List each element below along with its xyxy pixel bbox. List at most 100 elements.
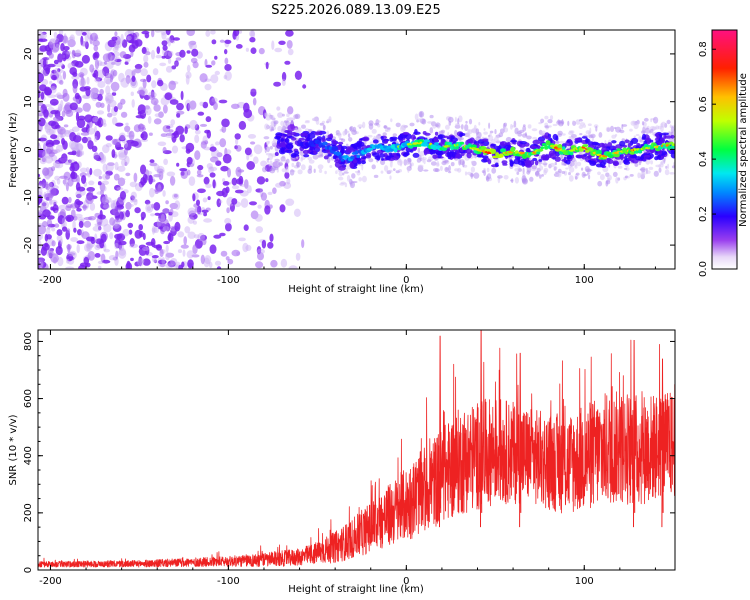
spectrogram-noise-blob — [244, 179, 249, 189]
spectrogram-halo-blob — [281, 125, 287, 132]
spectrogram-noise-blob — [120, 77, 130, 88]
spectrogram-noise-blob — [294, 70, 302, 81]
spectrogram-noise-blob — [49, 187, 57, 197]
spectrogram-noise-blob — [110, 55, 118, 63]
spectrogram-ridge-blob — [422, 131, 427, 135]
spectrogram-halo-blob — [305, 120, 310, 123]
spectrogram-noise-blob — [250, 30, 256, 39]
spectrogram-noise-blob — [113, 173, 120, 181]
spectrogram-ridge-blob — [589, 160, 597, 166]
snr-y-axis-label: SNR (10 * v/v) — [8, 414, 19, 485]
spectrogram-ridge-core — [585, 149, 590, 153]
spectrogram-halo-blob — [290, 121, 295, 125]
spectrogram-halo-blob — [450, 162, 455, 167]
spectrogram-halo-blob — [367, 134, 373, 138]
spectrogram-noise-blob — [184, 126, 188, 134]
spectrogram-halo-blob — [418, 110, 425, 118]
spectrogram-noise-blob — [63, 124, 69, 128]
spectrogram-ridge-blob — [476, 154, 485, 158]
spectrogram-halo-blob — [308, 159, 315, 164]
spectrogram-halo-blob — [595, 125, 598, 132]
spectrogram-halo-blob — [658, 167, 662, 173]
spectrogram-noise-blob — [90, 92, 97, 100]
spectrogram-noise-blob — [231, 185, 240, 190]
spectrogram-halo-blob — [465, 134, 470, 138]
spectrogram-ridge-core — [540, 146, 545, 150]
spectrogram-ridge-blob — [501, 160, 508, 165]
spectrogram-noise-blob — [68, 252, 76, 257]
spectrogram-halo-blob — [377, 133, 381, 136]
spectrogram-noise-blob — [131, 69, 136, 77]
spectrogram-noise-blob — [134, 229, 143, 239]
spectrogram-noise-blob — [114, 233, 123, 240]
spectrogram-ridge-core — [421, 141, 428, 147]
spectrogram-ridge-blob — [290, 132, 297, 136]
spectrogram-noise-blob — [61, 226, 68, 232]
spectrogram-x-tick-label: 100 — [575, 275, 594, 286]
spectrogram-halo-blob — [422, 157, 427, 161]
spectrogram-halo-blob — [319, 122, 324, 126]
spectrogram-noise-blob — [94, 233, 98, 243]
spectrogram-noise-blob — [61, 138, 66, 145]
spectrogram-ridge-core — [423, 139, 430, 143]
spectrogram-halo-blob — [517, 133, 523, 137]
spectrogram-noise-blob — [154, 187, 163, 193]
spectrogram-noise-blob — [74, 92, 80, 100]
spectrogram-halo-blob — [634, 162, 639, 167]
spectrogram-noise-blob — [162, 125, 171, 133]
spectrogram-noise-blob — [102, 144, 110, 154]
spectrogram-noise-blob — [80, 76, 85, 87]
spectrogram-noise-blob — [125, 209, 130, 218]
spectrogram-noise-blob — [51, 74, 57, 81]
spectrogram-noise-blob — [192, 220, 197, 225]
spectrogram-noise-blob — [163, 104, 168, 114]
spectrogram-noise-blob — [194, 150, 201, 161]
spectrogram-noise-blob — [154, 30, 162, 33]
spectrogram-noise-blob — [66, 50, 72, 55]
spectrogram-noise-blob — [54, 94, 61, 98]
spectrogram-ridge-core — [322, 141, 328, 146]
spectrogram-noise-blob — [284, 60, 291, 65]
spectrogram-noise-blob — [84, 243, 92, 252]
spectrogram-halo-blob — [358, 177, 363, 182]
spectrogram-halo-blob — [617, 165, 623, 169]
spectrogram-noise-blob — [224, 64, 232, 71]
colorbar: 0.0 0.2 0.4 0.6 0.8 Normalized spectral ampl… — [698, 29, 749, 277]
spectrogram-noise-blob — [214, 70, 220, 76]
spectrogram-halo-blob — [493, 158, 500, 165]
spectrogram-halo-blob — [587, 123, 592, 126]
spectrogram-noise-blob — [142, 246, 149, 251]
spectrogram-ridge-blob — [332, 141, 338, 145]
spectrogram-halo-blob — [324, 170, 327, 175]
spectrogram-ridge-blob — [291, 137, 297, 141]
spectrogram-noise-blob — [278, 40, 286, 45]
spectrogram-noise-blob — [185, 74, 190, 85]
spectrogram-halo-blob — [401, 124, 407, 130]
spectrogram-halo-blob — [539, 165, 544, 171]
spectrogram-noise-blob — [205, 183, 212, 189]
spectrogram-noise-blob — [162, 44, 168, 51]
spectrogram-ridge-blob — [274, 152, 279, 156]
spectrogram-halo-blob — [341, 138, 346, 143]
spectrogram-halo-blob — [380, 170, 384, 174]
spectrogram-noise-blob — [107, 103, 111, 113]
spectrogram-noise-blob — [171, 132, 177, 143]
spectrogram-noise-blob — [38, 148, 46, 158]
spectrogram-ridge-blob — [524, 162, 533, 168]
spectrogram-halo-blob — [407, 158, 412, 163]
spectrogram-noise-blob — [95, 101, 102, 108]
spectrogram-noise-blob — [204, 83, 212, 91]
spectrogram-noise-blob — [94, 253, 101, 258]
spectrogram-ridge-blob — [624, 139, 630, 144]
spectrogram-noise-blob — [77, 149, 81, 157]
spectrogram-halo-blob — [297, 169, 303, 175]
spectrogram-noise-blob — [119, 51, 127, 59]
spectrogram-noise-blob — [70, 237, 78, 242]
spectrogram-halo-blob — [569, 136, 576, 139]
spectrogram-halo-blob — [384, 165, 389, 172]
spectrogram-halo-blob — [655, 164, 661, 168]
spectrogram-halo-blob — [266, 140, 269, 146]
spectrogram-noise-blob — [186, 64, 191, 73]
spectrogram-noise-blob — [86, 167, 90, 173]
